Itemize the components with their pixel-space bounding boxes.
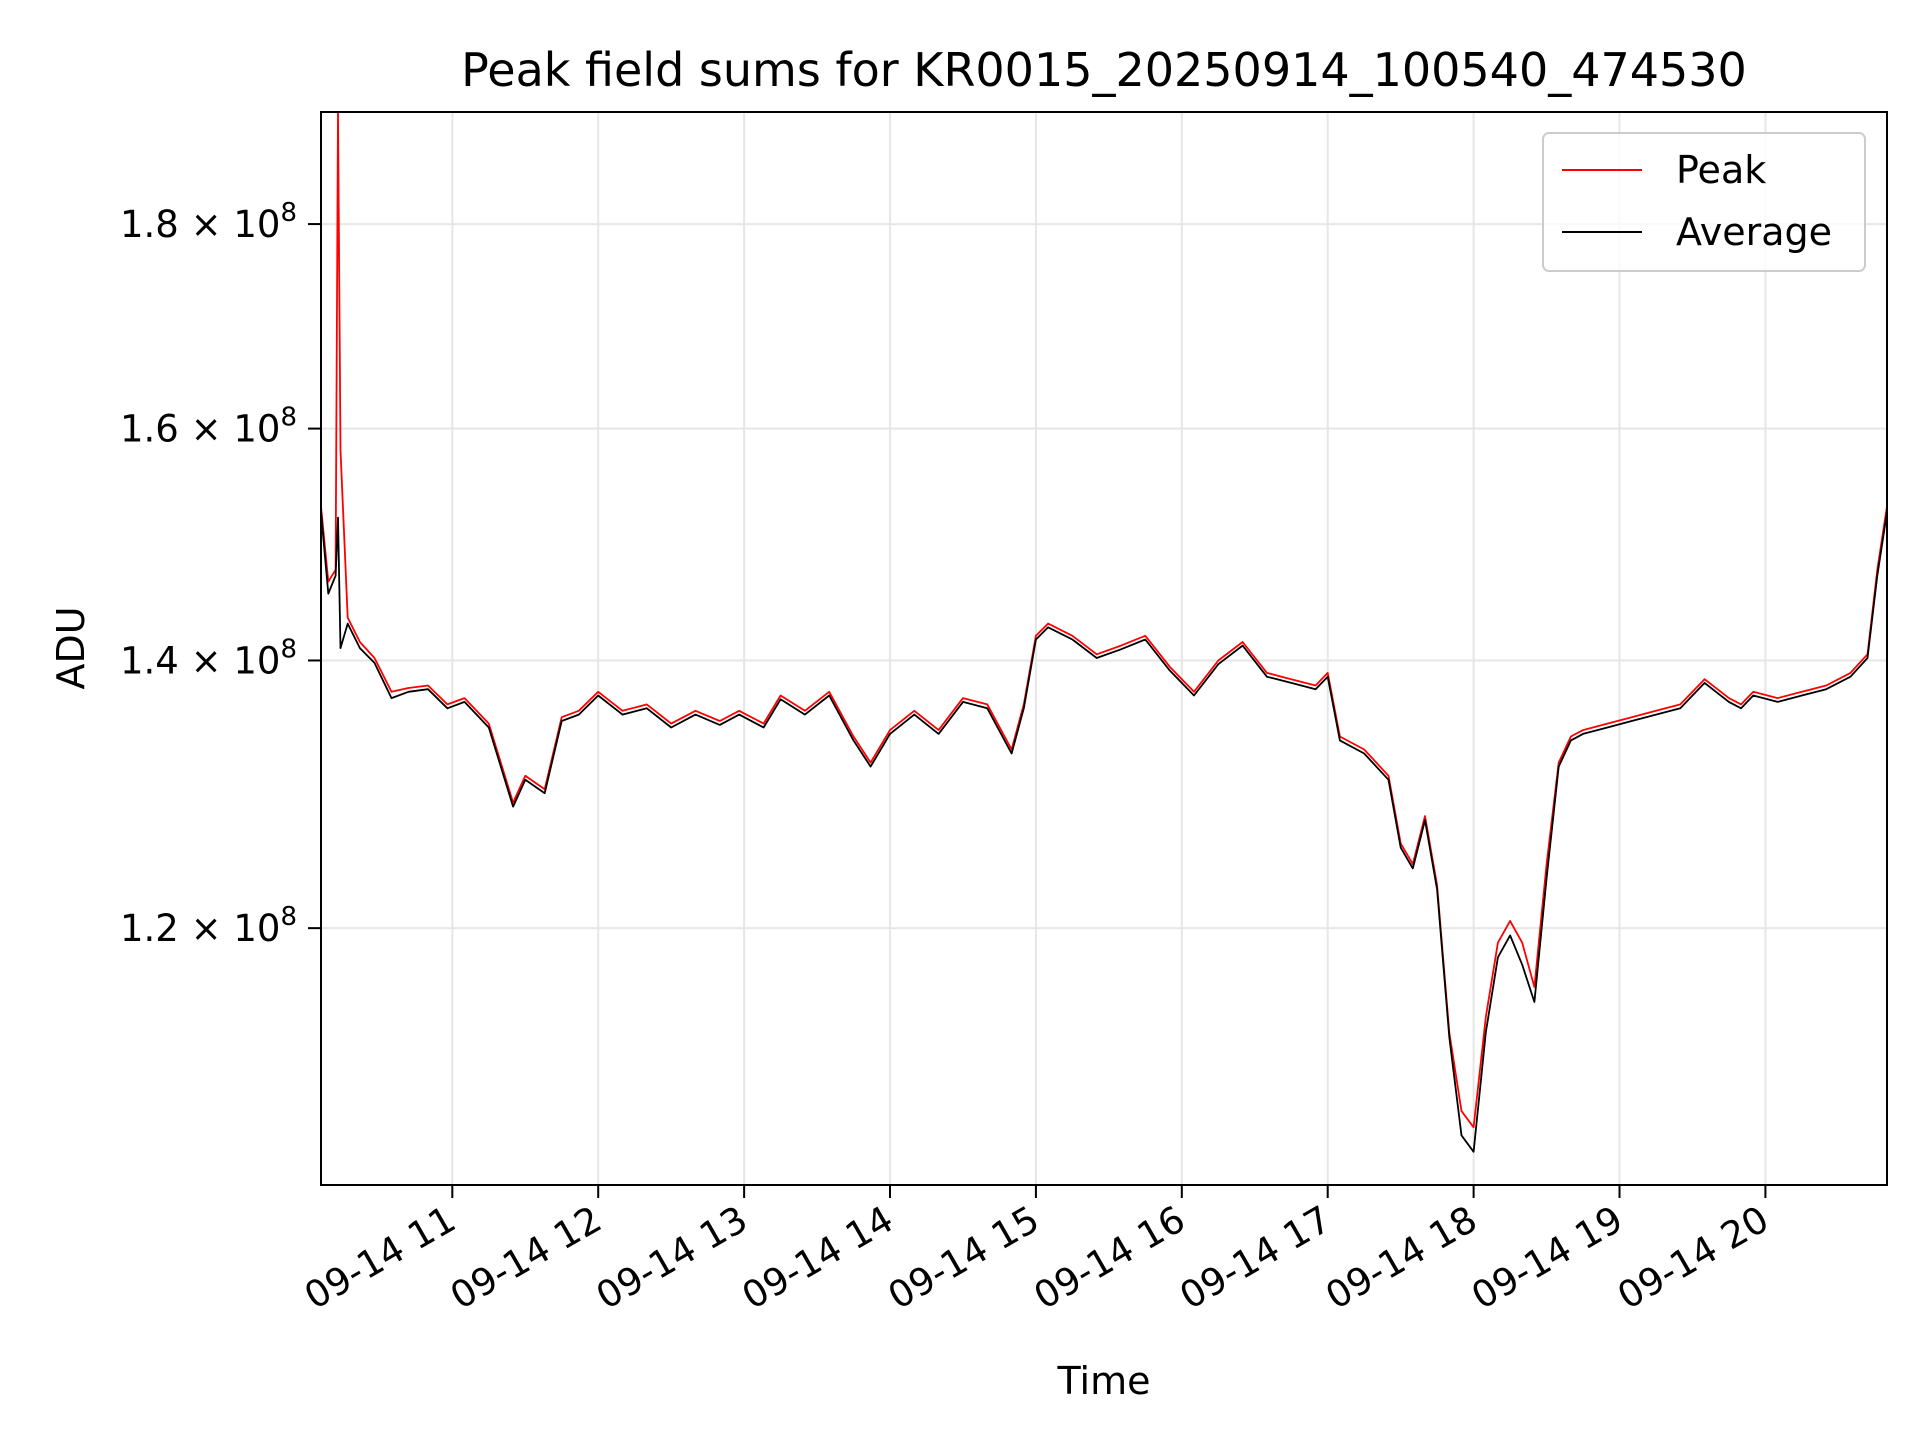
chart-title: Peak field sums for KR0015_20250914_1005… [461, 43, 1747, 97]
legend: Peak Average [1542, 132, 1866, 272]
series-line-peak [320, 111, 1888, 1129]
legend-label-average: Average [1676, 210, 1832, 254]
series-line-average [320, 511, 1888, 1153]
legend-label-peak: Peak [1676, 148, 1766, 192]
y-tick-label: 1.4 × 108 [120, 634, 297, 682]
plot-frame [320, 111, 1888, 1186]
legend-box [1542, 132, 1866, 272]
y-tick-label: 1.6 × 108 [120, 403, 297, 451]
series-layer [320, 111, 1888, 1153]
y-axis-label: ADU [49, 606, 93, 689]
grid [321, 112, 1887, 1185]
x-axis-label: Time [1057, 1359, 1151, 1403]
y-tick-label: 1.8 × 108 [120, 198, 297, 246]
y-tick-label: 1.2 × 108 [120, 902, 297, 950]
